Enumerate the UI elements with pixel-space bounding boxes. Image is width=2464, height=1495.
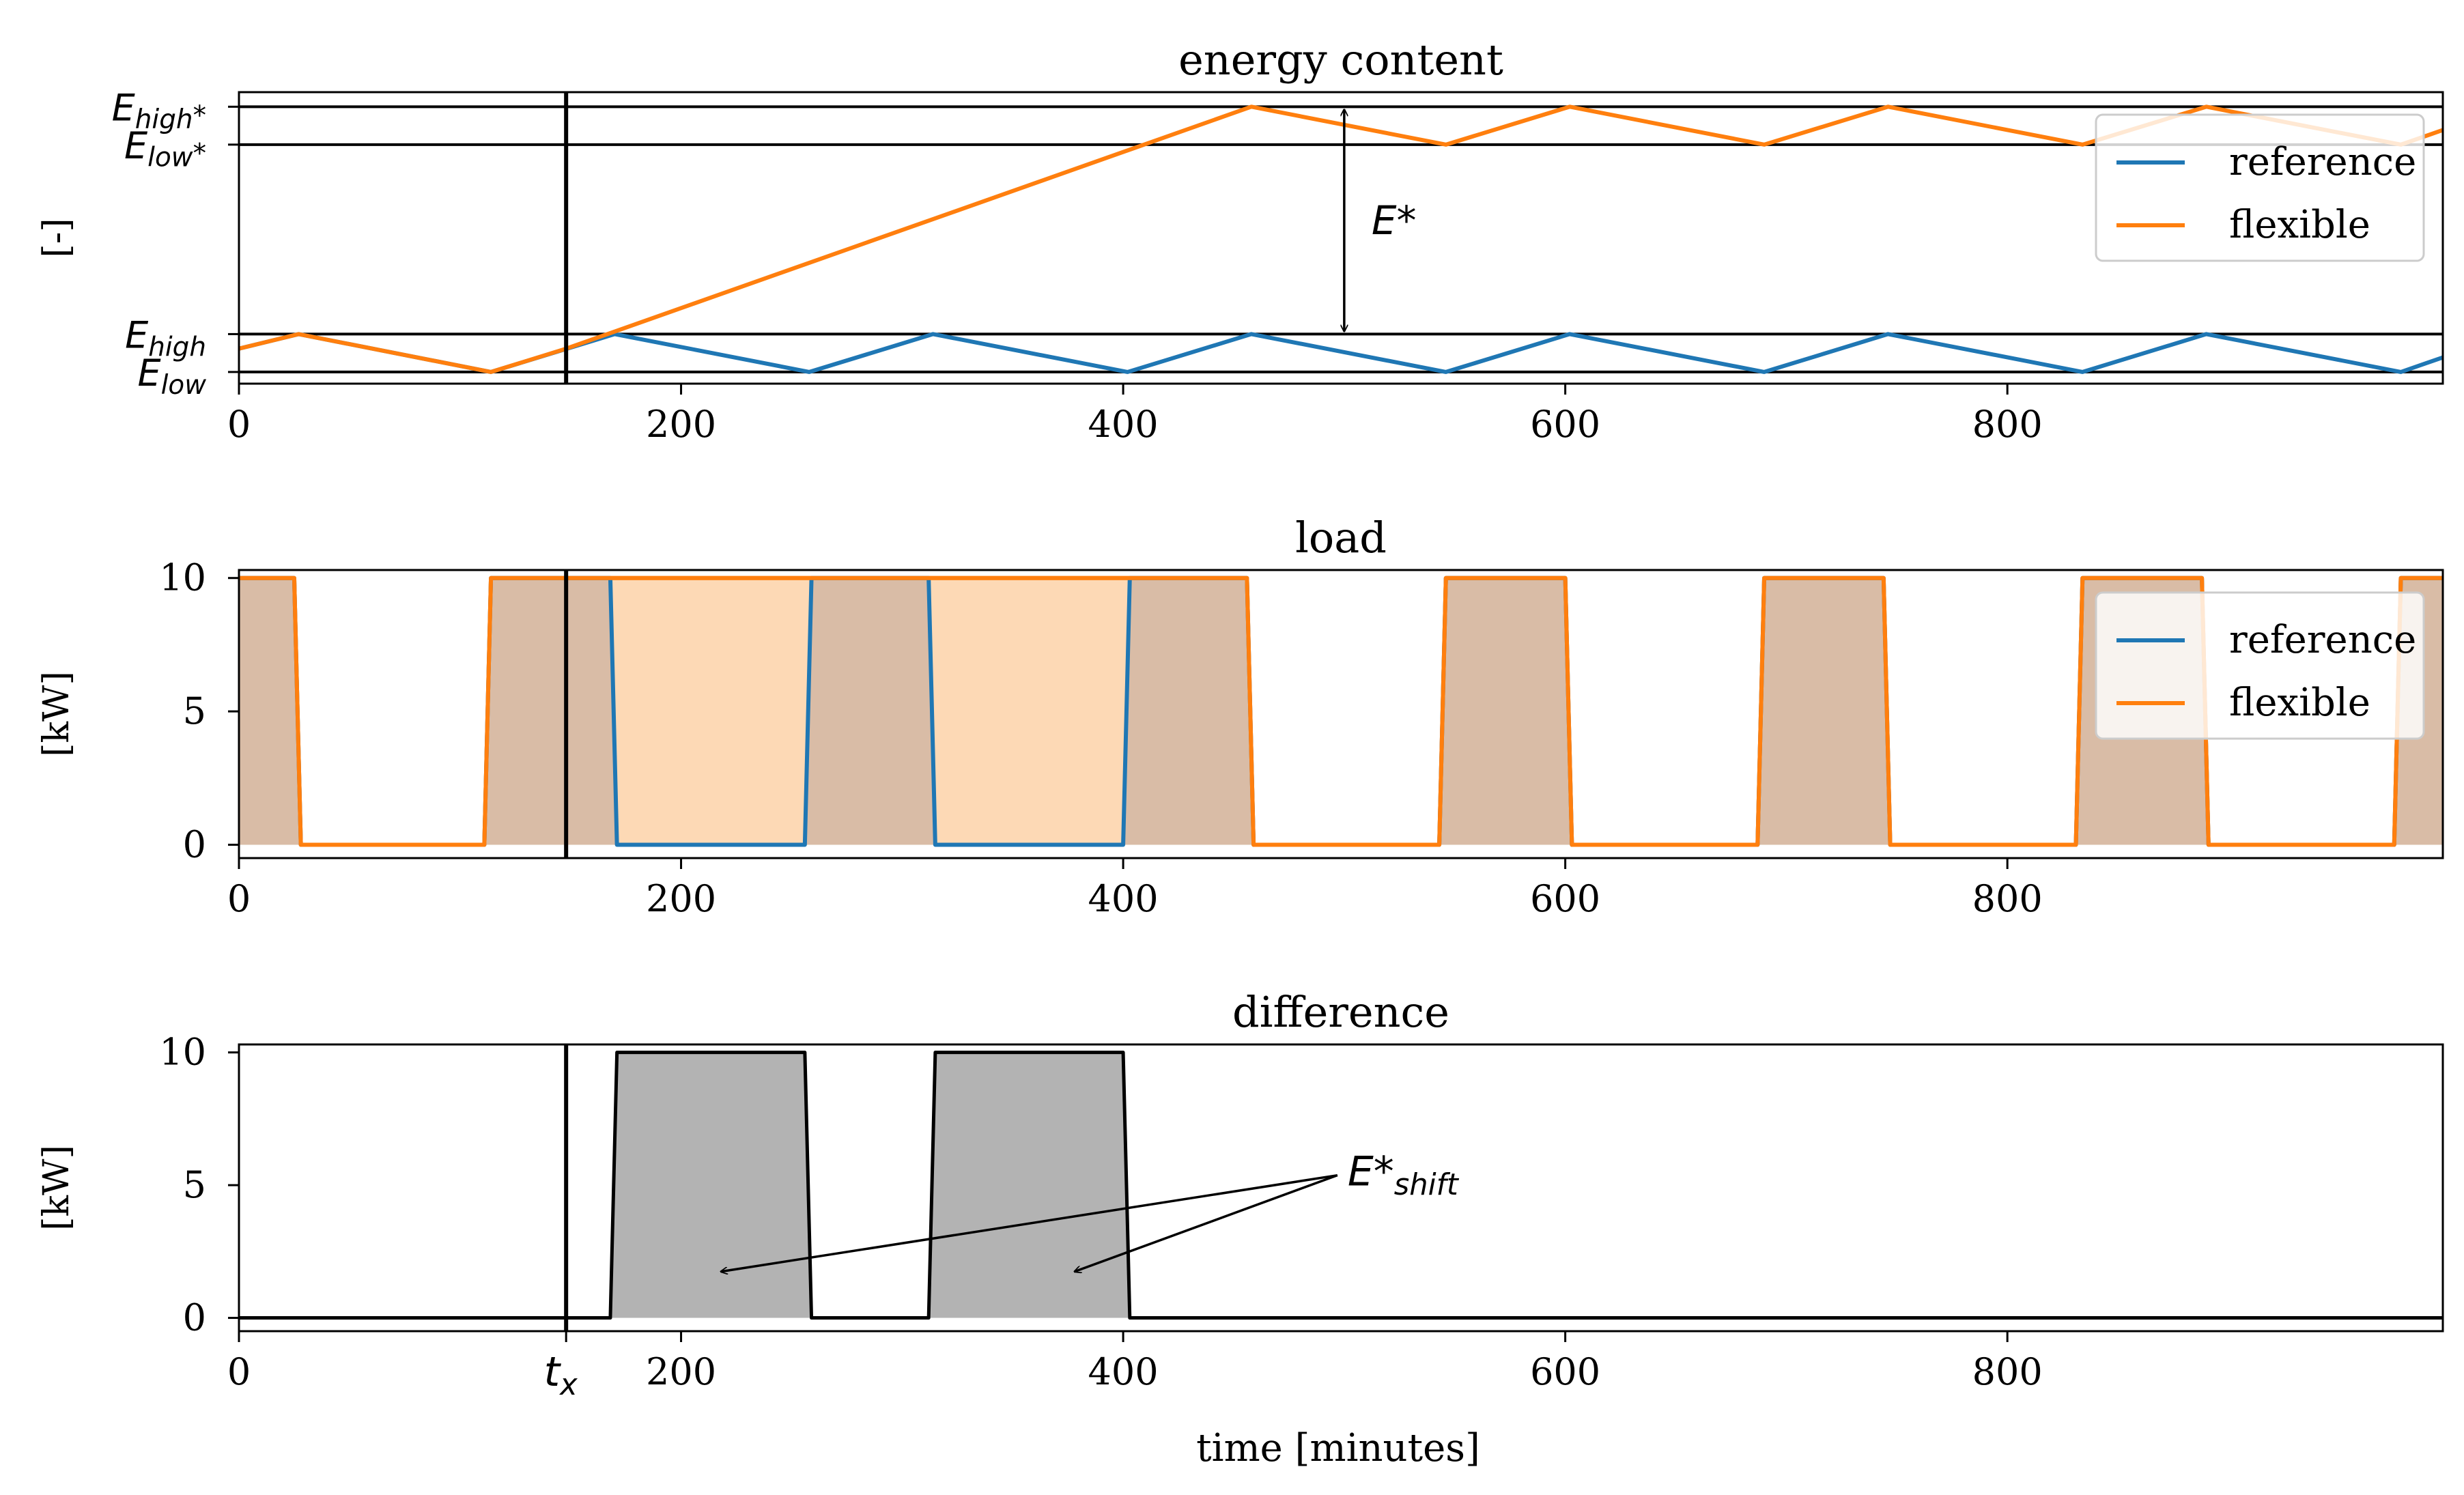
x-tick-label: 400 bbox=[1088, 877, 1159, 920]
load-panel: load [kW] 0 200 400 600 800 0 5 10 reference flexib… bbox=[36, 513, 2444, 920]
x-tick-label: 600 bbox=[1530, 877, 1600, 920]
panel-title: energy content bbox=[1178, 35, 1503, 85]
tx-tick-label: tx bbox=[544, 1348, 578, 1402]
y-axis-label: [-] bbox=[36, 218, 77, 257]
y-tick-label: 10 bbox=[159, 556, 206, 599]
difference-panel: difference [kW] 0 200 400 600 800 tx 0 5 10 E*shift bbox=[36, 987, 2444, 1402]
panel-title: difference bbox=[1232, 987, 1449, 1037]
axes-frame bbox=[238, 569, 2444, 859]
y-tick-label: Elow* bbox=[124, 124, 206, 173]
y-tick-label: 0 bbox=[183, 823, 206, 866]
legend: reference flexible bbox=[2095, 591, 2425, 740]
x-tick-label: 0 bbox=[227, 877, 251, 920]
e-star-label: E* bbox=[1372, 197, 1417, 244]
difference-area bbox=[239, 1052, 2443, 1318]
y-axis-label: [kW] bbox=[36, 1145, 77, 1231]
plot-area bbox=[239, 104, 2443, 374]
flexible-series-line bbox=[239, 104, 2443, 374]
x-tick-label: 800 bbox=[1972, 403, 2043, 446]
legend-label-reference: reference bbox=[2229, 140, 2416, 184]
legend-label-reference: reference bbox=[2229, 618, 2416, 662]
x-tick-label: 0 bbox=[227, 1350, 251, 1393]
e-star-shift-label: E*shift bbox=[1348, 1148, 1460, 1202]
y-tick-label: Elow bbox=[137, 352, 206, 401]
x-tick-label: 400 bbox=[1088, 1350, 1159, 1393]
x-tick-label: 400 bbox=[1088, 403, 1159, 446]
y-tick-label: 0 bbox=[183, 1296, 206, 1339]
y-tick-label: Ehigh* bbox=[112, 86, 206, 135]
flexible-area bbox=[239, 578, 2443, 845]
x-axis-label: time [minutes] bbox=[1196, 1426, 1480, 1470]
axes-frame bbox=[238, 91, 2444, 385]
y-axis-label: [kW] bbox=[36, 671, 77, 757]
x-tick-label: 600 bbox=[1530, 403, 1600, 446]
reference-series-line bbox=[239, 332, 2443, 374]
energy-content-panel: energy content[-]0 200 400 600 800Ehigh*Elow… bbox=[36, 35, 2444, 446]
axes-frame bbox=[238, 1043, 2444, 1333]
y-tick-label: 5 bbox=[183, 1163, 206, 1206]
difference-series-line bbox=[239, 1051, 2443, 1320]
shift-arrow-2 bbox=[1075, 1174, 1338, 1272]
x-tick-label: 0 bbox=[227, 403, 251, 446]
x-tick-label: 200 bbox=[646, 1350, 716, 1393]
legend-label-flexible: flexible bbox=[2229, 203, 2370, 247]
legend: reference flexible bbox=[2095, 113, 2425, 262]
shift-arrow-1 bbox=[721, 1173, 1338, 1272]
y-tick-label: Ehigh bbox=[125, 313, 206, 362]
y-tick-label: 10 bbox=[159, 1031, 206, 1074]
x-tick-label: 200 bbox=[646, 403, 716, 446]
x-tick-label: 200 bbox=[646, 877, 716, 920]
panel-title: load bbox=[1295, 513, 1387, 563]
plot-area bbox=[239, 1051, 2443, 1320]
x-tick-label: 600 bbox=[1530, 1350, 1600, 1393]
legend-label-flexible: flexible bbox=[2229, 681, 2370, 725]
x-tick-label: 800 bbox=[1972, 877, 2043, 920]
y-tick-label: 5 bbox=[183, 689, 206, 732]
x-tick-label: 800 bbox=[1972, 1350, 2043, 1393]
